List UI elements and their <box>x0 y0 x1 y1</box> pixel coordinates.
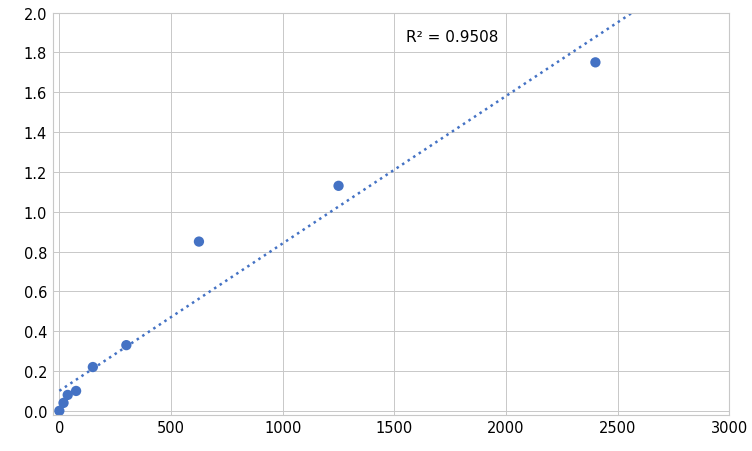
Point <box>332 183 344 190</box>
Point <box>193 239 205 246</box>
Text: R² = 0.9508: R² = 0.9508 <box>405 30 498 45</box>
Point <box>62 391 74 399</box>
Point <box>590 60 602 67</box>
Point <box>53 407 65 414</box>
Point <box>86 364 99 371</box>
Point <box>120 342 132 349</box>
Point <box>70 387 82 395</box>
Point <box>57 400 69 407</box>
